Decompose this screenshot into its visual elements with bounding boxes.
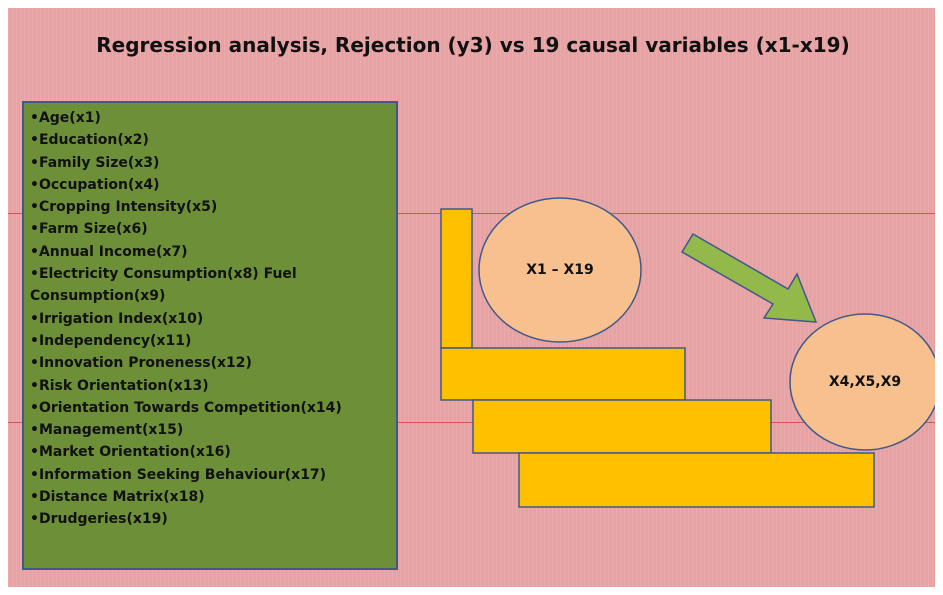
arrow (680, 232, 818, 323)
title: Regression analysis, Rejection (y3) vs 1… (96, 33, 850, 57)
variable-item: •Age(x1) (30, 110, 101, 126)
variable-item: •Irrigation Index(x10) (30, 310, 204, 327)
variable-item: •Market Orientation(x16) (30, 444, 231, 461)
variable-item: •Independency(x11) (30, 332, 192, 349)
variable-item: •Cropping Intensity(x5) (30, 199, 218, 216)
variable-item: •Electricity Consumption(x8) Fuel Consum… (30, 266, 297, 305)
ellipse (789, 313, 935, 451)
variable-item: •Information Seeking Behaviour(x17) (30, 466, 327, 483)
variable-item: •Education(x2) (30, 132, 149, 149)
variable-item: •Orientation Towards Competition(x14) (30, 399, 342, 416)
variable-item: •Innovation Proneness(x12) (30, 355, 252, 372)
variable-item: •Occupation(x4) (30, 176, 160, 193)
node-label: X1 – X19 (526, 262, 594, 278)
step-bar (440, 347, 686, 401)
node-label: X4,X5,X9 (829, 374, 901, 390)
diagram: X1 – X19 X4,X5,X9 (440, 197, 935, 508)
variable-item: •Annual Income(x7) (30, 243, 188, 260)
step-bar (472, 399, 772, 454)
variable-item: •Risk Orientation(x13) (30, 377, 209, 394)
step-bar (518, 452, 875, 508)
variable-item: •Distance Matrix(x18) (30, 489, 205, 506)
step-bar (440, 208, 473, 349)
slide: Regression analysis, Rejection (y3) vs 1… (8, 8, 935, 587)
variable-list: •Age(x1) •Education(x2) •Family Size(x3) •O… (22, 101, 398, 570)
variable-item: •Farm Size(x6) (30, 221, 148, 238)
ellipse (478, 197, 642, 343)
guide-line (8, 422, 935, 423)
variable-item: •Management(x15) (30, 422, 184, 439)
variable-item: •Drudgeries(x19) (30, 511, 168, 528)
variable-item: •Family Size(x3) (30, 154, 160, 171)
